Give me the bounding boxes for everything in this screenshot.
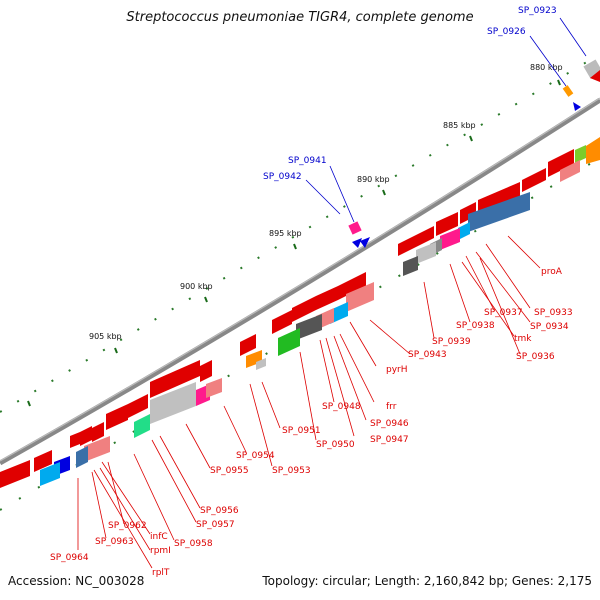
tick-label: 880 kbp [530, 63, 563, 72]
gene-label: SP_0933 [534, 308, 573, 318]
gene-label: frr [386, 402, 397, 412]
map-title: Streptococcus pneumoniae TIGR4, complete… [126, 10, 474, 25]
gene-label: SP_0963 [95, 537, 134, 547]
scale-ticks: 880 kbp 885 kbp 890 kbp 895 kbp 900 kbp … [89, 63, 563, 341]
tick-label: 890 kbp [357, 175, 390, 184]
genome-backbone [0, 97, 600, 466]
gene-label: SP_0962 [108, 521, 147, 531]
gene-label: SP_0942 [263, 172, 302, 182]
gene-label: SP_0951 [282, 426, 321, 436]
gene-label: SP_0957 [196, 520, 235, 530]
tick-marks [27, 79, 561, 407]
gene-label: SP_0954 [236, 451, 275, 461]
gene-label: SP_0948 [322, 402, 361, 412]
gene-label: SP_0946 [370, 419, 409, 429]
gene-label: SP_0936 [516, 352, 555, 362]
gene-label: SP_0941 [288, 156, 327, 166]
gene-label: SP_0953 [272, 466, 311, 476]
accession-text: Accession: NC_003028 [8, 574, 145, 588]
tick-label: 885 kbp [443, 121, 476, 130]
gene-label: SP_0934 [530, 322, 569, 332]
gene-label: SP_0943 [408, 350, 447, 360]
gene-label: infC [150, 532, 168, 542]
gene-label: pyrH [386, 365, 408, 375]
gene-label: rplT [152, 568, 170, 578]
inner-leaders [77, 235, 541, 569]
outer-leaders [305, 17, 587, 223]
gene-label: SP_0939 [432, 337, 471, 347]
gene-label: SP_0947 [370, 435, 409, 445]
tick-label: 900 kbp [180, 282, 213, 291]
gene-label: SP_0938 [456, 321, 495, 331]
genome-summary: Topology: circular; Length: 2,160,842 bp… [262, 574, 592, 588]
gene-label: SP_0923 [518, 6, 557, 16]
gene-label: proA [541, 267, 563, 277]
gene-label: SP_0950 [316, 440, 355, 450]
inner-features [0, 137, 600, 488]
gene-label: SP_0955 [210, 466, 249, 476]
outer-features [348, 59, 600, 248]
gene-label: tmk [514, 334, 532, 344]
gene-label: SP_0956 [200, 506, 239, 516]
inner-gene-labels: proA SP_0933 SP_0934 SP_0937 tmk SP_0938… [50, 267, 573, 578]
gene-label: SP_0958 [174, 539, 213, 549]
gene-label: rpmI [150, 546, 171, 556]
gene-label: SP_0926 [487, 27, 526, 37]
tick-label: 905 kbp [89, 332, 122, 341]
gene-label: SP_0964 [50, 553, 89, 563]
gene-label: SP_0937 [484, 308, 523, 318]
outer-gene-labels: SP_0923 SP_0926 SP_0941 SP_0942 [263, 6, 557, 182]
tick-label: 895 kbp [269, 229, 302, 238]
